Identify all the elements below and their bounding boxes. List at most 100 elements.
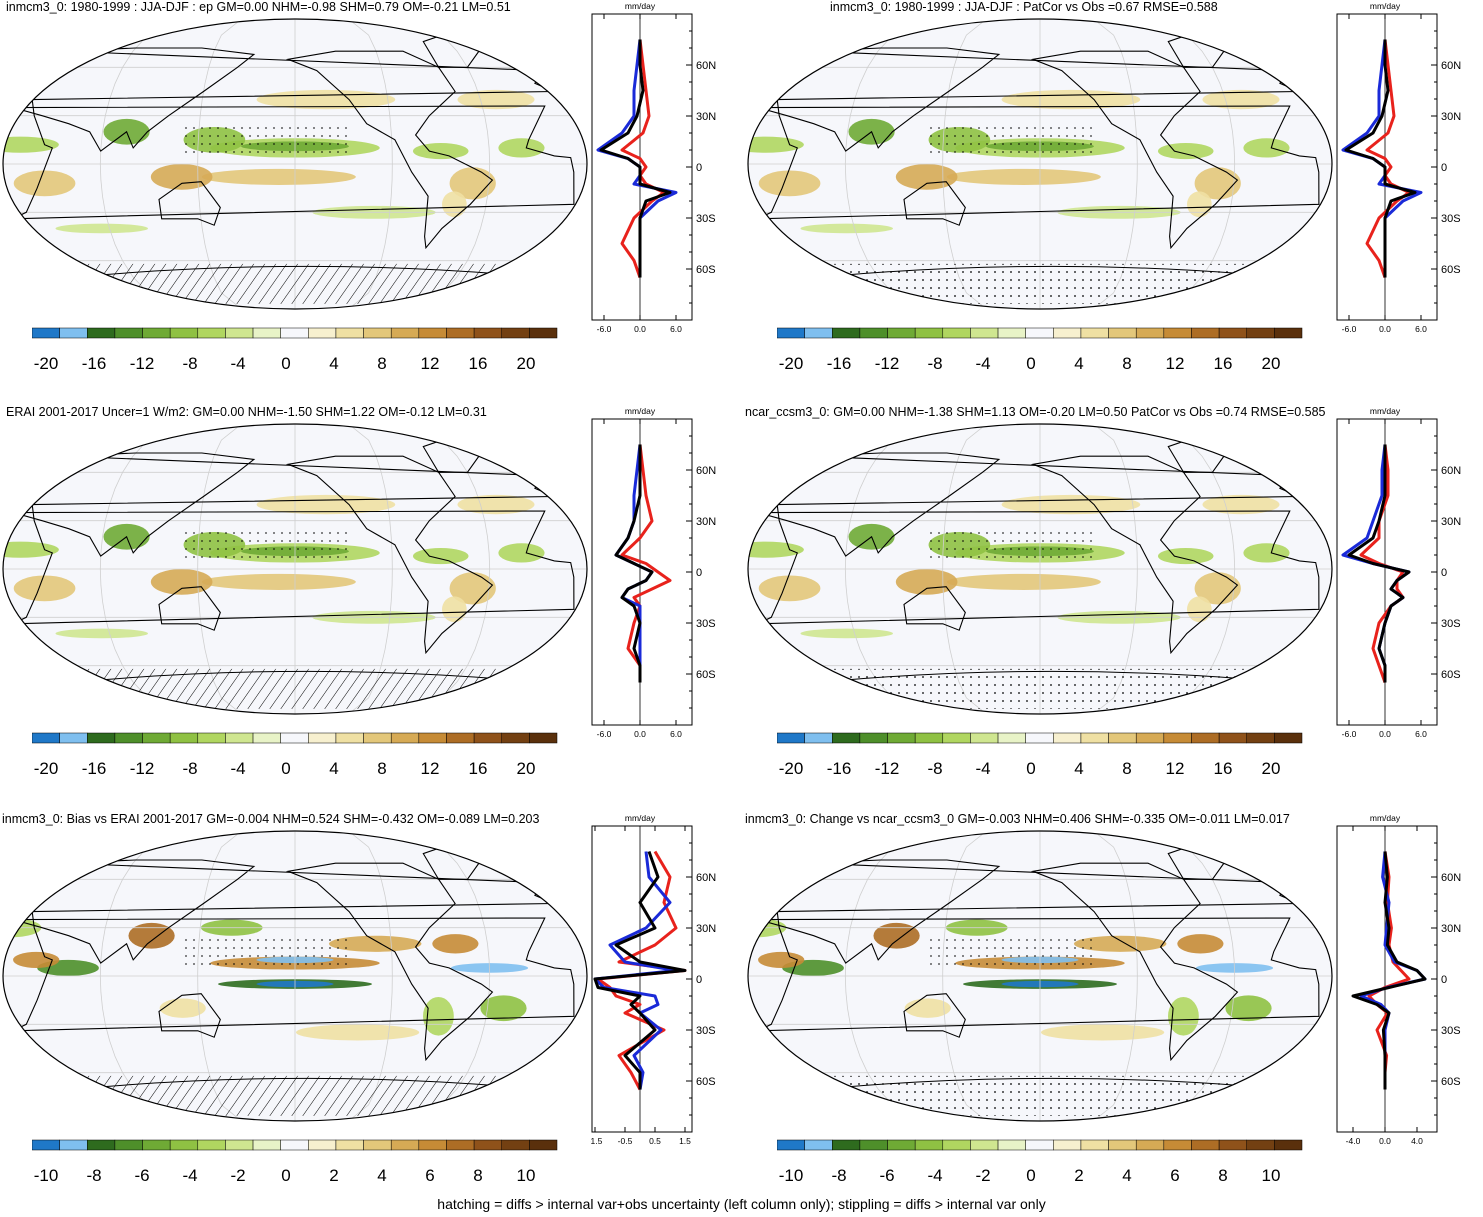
lat-tick-label: 60S [1441,264,1461,276]
colorbar-tick-label: -12 [874,759,900,778]
colorbar-tick-label: -12 [129,354,155,373]
colorbar-swatch [804,327,833,339]
colorbar-swatch [859,732,888,744]
colorbar-tick-label: 16 [1213,354,1233,373]
colorbar-tick-label: -16 [826,759,852,778]
colorbar-swatch [832,327,861,339]
x-tick-label: 6.0 [670,729,682,739]
lat-tick-label: 60N [1441,465,1461,477]
anomaly-region [449,572,496,605]
panel-1: inmcm3_0: 1980-1999 : JJA-DJF : ep GM=0.… [0,0,740,405]
lat-tick-label: 30N [1441,111,1461,123]
colorbar-swatch [1246,327,1275,339]
anomaly-region [3,541,59,558]
longitude-gridline [197,831,242,1121]
colorbar-swatch [914,1139,944,1151]
x-tick-label: 0.5 [649,1136,661,1146]
colorbar-swatch [142,327,171,339]
colorbar-tick-label: 12 [1165,354,1185,373]
colorbar-tick-label: 16 [468,354,488,373]
colorbar-swatch [859,327,888,339]
x-tick-label: 0.0 [634,729,646,739]
anomaly-region [423,996,454,1036]
x-tick-label: 1.5 [679,1136,691,1146]
x-tick-label: 0.0 [1379,729,1391,739]
colorbar-swatch [942,327,971,339]
x-tick-label: -6.0 [1342,729,1357,739]
colorbar-swatch [390,327,420,339]
profile-unit: mm/day [1370,1,1401,11]
profile-line-black [599,39,672,278]
panel-title: inmcm3_0: 1980-1999 : JJA-DJF : PatCor v… [830,0,1218,14]
colorbar-swatch [308,1139,337,1151]
x-tick-label: 6.0 [1415,729,1427,739]
colorbar-swatch [418,327,447,339]
x-tick-label: -6.0 [597,729,612,739]
map-border [747,423,1333,715]
lat-tick-label: 60N [696,465,716,477]
lat-tick-label: 0 [696,974,702,986]
colorbar-swatch [804,732,833,744]
anomaly-region [895,164,958,190]
longitude-gridline [1093,424,1138,714]
longitude-gridline [1093,19,1138,309]
profile-frame [591,13,693,321]
colorbar-swatch [363,327,392,339]
colorbar-swatch [1218,327,1247,339]
colorbar-swatch [335,1139,364,1151]
longitude-gridline [348,19,393,309]
colorbar-swatch [1218,1139,1247,1151]
colorbar-swatch [142,1139,171,1151]
stippling-region [925,124,1095,154]
anomaly-region [758,951,805,968]
colorbar-swatch [252,732,281,744]
colorbar-swatch [59,1139,88,1151]
anomaly-region [55,628,148,639]
colorbar-swatch [59,327,88,339]
antarctica-outline [89,1077,501,1089]
zonal-mean-profile: mm/day 60N 30N 0 30S 60S -6.0 0.0 6.0 [591,406,716,739]
colorbar-swatch [887,1139,916,1151]
colorbar-tick-label: 2 [1074,1166,1084,1185]
colorbar-swatch [1163,1139,1192,1151]
anomaly-region [432,934,479,954]
colorbar-swatch [280,327,309,339]
colorbar-swatch [32,1139,60,1151]
colorbar-tick-label: 12 [420,354,440,373]
colorbar-swatch [252,327,281,339]
continent-outline [158,586,221,631]
anomaly-region [873,922,920,949]
colorbar-tick-label: -8 [927,354,943,373]
colorbar-tick-label: 0 [1026,759,1036,778]
stippling-region [180,529,350,559]
colorbar-tick-label: 12 [1165,759,1185,778]
colorbar [32,1139,558,1151]
anomaly-region [328,935,422,952]
x-tick-label: -0.5 [618,1136,633,1146]
profile-line-black [614,444,654,683]
colorbar-swatch [252,1139,281,1151]
anomaly-region [457,494,535,515]
colorbar-swatch [1274,1139,1303,1151]
lat-tick-label: 60S [1441,669,1461,681]
anomaly-region [1073,935,1167,952]
anomaly-region [449,167,496,200]
colorbar-swatch [114,327,143,339]
colorbar-tick-label: -8 [86,1166,102,1185]
colorbar-tick-label: 2 [329,1166,339,1185]
colorbar-swatch [197,732,226,744]
profile-line-black [593,851,687,1090]
lat-tick-label: 60S [696,264,716,276]
anomaly-region [1194,167,1241,200]
continent-outline [285,862,494,1062]
colorbar-tick-label: 4 [377,1166,387,1185]
profile-unit: mm/day [625,813,656,823]
map-border [2,18,588,310]
anomaly-region [1202,89,1280,110]
colorbar-swatch [777,327,805,339]
antarctica-outline [834,265,1246,277]
colorbar-swatch [970,327,999,339]
colorbar-swatch [390,1139,420,1151]
colorbar-swatch [1053,732,1082,744]
colorbar-swatch [887,732,916,744]
